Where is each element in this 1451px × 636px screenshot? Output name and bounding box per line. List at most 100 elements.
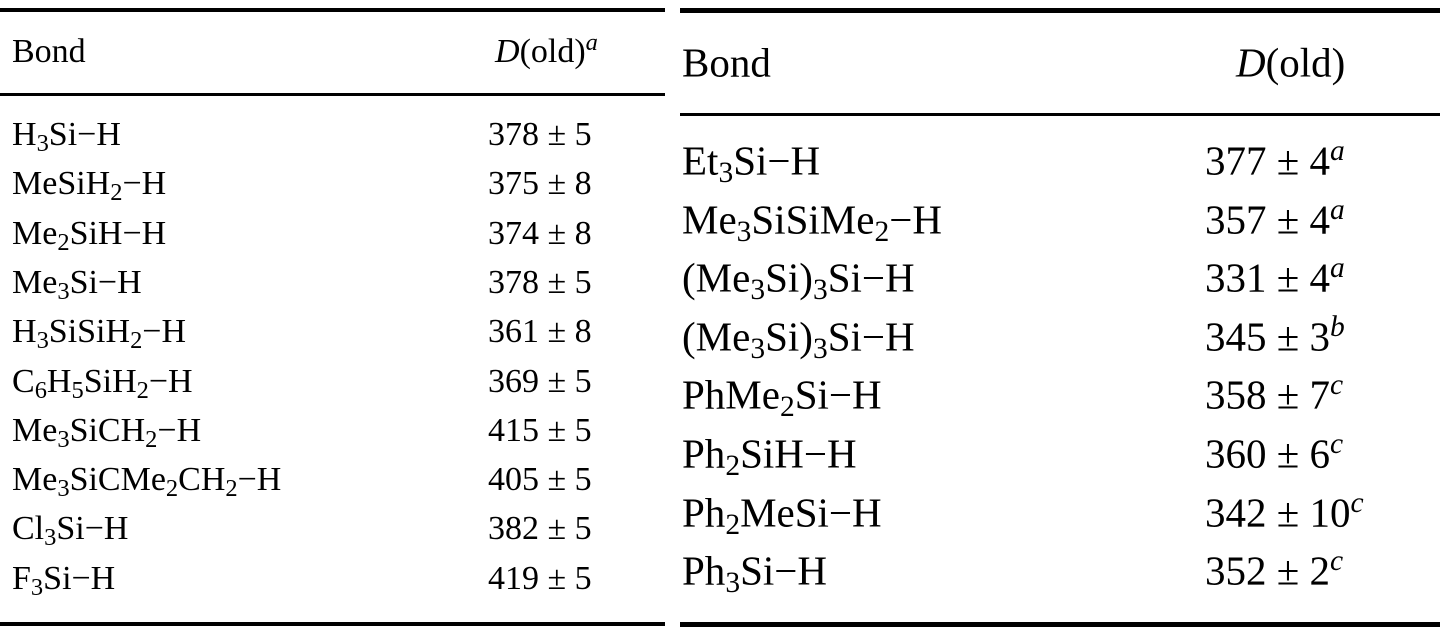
bond-energy: 357 ± 4a (1205, 195, 1345, 243)
header-bond: Bond (12, 35, 86, 69)
value-text: 377 ± 4 (1205, 137, 1331, 184)
formula-part: −H (148, 362, 193, 400)
value-text: 345 ± 3 (1205, 313, 1331, 360)
header-text: Bond (12, 33, 86, 70)
subscript: 2 (110, 179, 123, 207)
footnote-mark: a (1330, 134, 1345, 167)
formula-part: F (12, 559, 31, 597)
formula-part: Me (682, 196, 737, 243)
value-text: 405 ± 5 (488, 461, 592, 499)
formula-part: Et (682, 137, 719, 184)
formula-part: Si−H (43, 559, 116, 597)
subscript: 2 (779, 391, 795, 424)
formula-part: SiCMe (69, 461, 166, 499)
subscript: 3 (57, 475, 70, 503)
bond-energy: 342 ± 10c (1205, 488, 1364, 536)
formula-part: Si) (765, 254, 813, 301)
value-text: 357 ± 4 (1205, 196, 1331, 243)
bond-formula: H3SiSiH2−H (12, 313, 186, 353)
formula-part: Si−H (740, 547, 828, 594)
subscript: 3 (36, 130, 49, 158)
formula-part: Me (12, 214, 58, 252)
subscript: 3 (718, 156, 734, 189)
bond-formula: Me2SiH−H (12, 214, 167, 254)
formula-part: −H (122, 165, 167, 203)
bond-energy: 378 ± 5 (488, 118, 592, 152)
formula-part: SiH (83, 362, 137, 400)
subscript: 3 (725, 567, 741, 600)
bond-formula: MeSiH2−H (12, 165, 167, 205)
formula-part: Ph (682, 430, 726, 477)
bond-energy: 377 ± 4a (1205, 136, 1345, 184)
footnote-mark: c (1330, 544, 1344, 577)
formula-part: Ph (682, 489, 726, 536)
bond-formula: Ph2SiH−H (682, 430, 857, 481)
formula-part: (Me (682, 313, 751, 360)
value-text: 378 ± 5 (488, 263, 592, 301)
top-rule (0, 8, 665, 12)
value-text: 382 ± 5 (488, 510, 592, 548)
formula-part: MeSiH (12, 165, 111, 203)
subscript: 3 (57, 425, 70, 453)
bond-formula: PhMe2Si−H (682, 371, 882, 422)
bond-energy: 374 ± 8 (488, 216, 592, 251)
subscript: 2 (130, 327, 143, 355)
subscript: 3 (750, 274, 766, 307)
formula-part: Si−H (69, 263, 142, 301)
bond-energy: 358 ± 7c (1205, 370, 1343, 416)
formula-part: Me (12, 461, 58, 499)
formula-part: SiSiH (48, 313, 131, 351)
bond-formula: Me3SiCH2−H (12, 411, 201, 451)
bond-formula: Ph2MeSi−H (682, 489, 882, 540)
bond-energy: 382 ± 5 (488, 512, 592, 546)
formula-part: Me (12, 263, 58, 301)
subscript: 2 (725, 449, 741, 482)
formula-part: Me (12, 411, 58, 449)
subscript: 3 (57, 278, 70, 305)
subscript: 2 (225, 475, 238, 503)
formula-part: −H (237, 461, 282, 499)
formula-part: PhMe (682, 371, 780, 418)
bond-formula: C6H5SiH2−H (12, 362, 193, 402)
footnote-mark: a (1330, 251, 1345, 284)
formula-part: Ph (682, 547, 726, 594)
footnote-mark: a (1330, 193, 1345, 226)
formula-part: Si−H (48, 116, 121, 153)
formula-part: Si−H (827, 313, 915, 360)
formula-part: MeSi−H (740, 489, 882, 536)
bond-formula: H3Si−H (12, 116, 121, 156)
bond-energy: 352 ± 2c (1205, 546, 1343, 592)
subscript: 3 (36, 327, 49, 355)
top-rule (680, 8, 1440, 13)
bond-formula: Ph3Si−H (682, 547, 828, 598)
formula-part: SiH−H (69, 214, 167, 252)
formula-part: SiH−H (740, 430, 857, 477)
bond-formula: F3Si−H (12, 559, 116, 599)
subscript: 3 (30, 573, 44, 601)
header-bond: Bond (682, 39, 771, 86)
footnote-mark: c (1350, 486, 1364, 519)
subscript: 2 (874, 215, 890, 248)
header-text: (old) (1265, 39, 1346, 86)
formula-part: H (12, 116, 37, 153)
subscript: 6 (34, 376, 47, 404)
value-text: 415 ± 5 (488, 411, 592, 449)
subscript: 3 (812, 332, 828, 365)
subscript: 2 (165, 475, 179, 503)
bond-formula: (Me3Si)3Si−H (682, 313, 915, 364)
subscript: 2 (145, 425, 158, 453)
formula-part: SiCH (69, 411, 146, 449)
bond-energy: 415 ± 5 (488, 411, 592, 449)
formula-part: Cl (12, 510, 45, 548)
bond-energy: 361 ± 8 (488, 315, 592, 349)
header-symbol: D (495, 33, 520, 70)
header-rule (0, 93, 665, 96)
subscript: 3 (812, 274, 828, 307)
header-value: D(old)a (495, 30, 598, 70)
header-text: Bond (682, 39, 771, 86)
value-text: 342 ± 10 (1205, 489, 1351, 536)
value-text: 378 ± 5 (488, 116, 592, 153)
footnote-mark: c (1330, 369, 1344, 402)
subscript: 5 (71, 376, 84, 404)
